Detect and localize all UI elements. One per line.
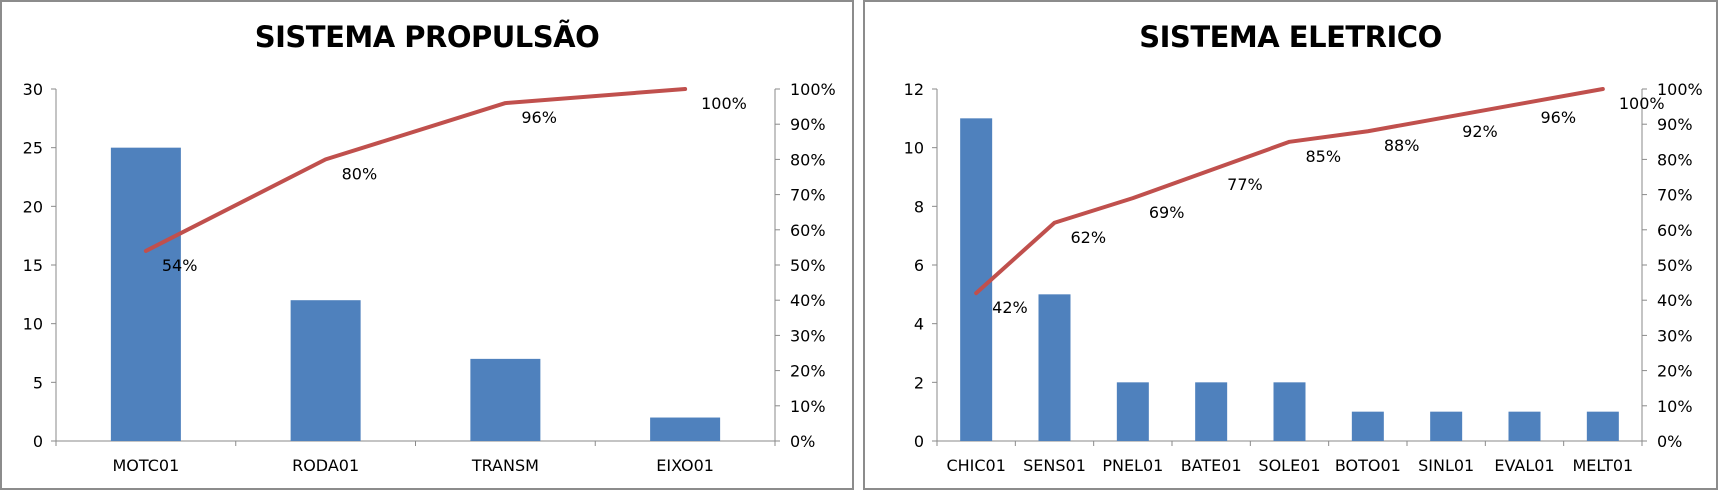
cumulative-data-label: 88%: [1384, 136, 1420, 155]
bar-sole01: [1273, 382, 1306, 441]
y2-tick-label: 100%: [1657, 80, 1703, 99]
bar-boto01: [1351, 411, 1384, 441]
cumulative-data-label: 42%: [992, 298, 1028, 317]
y2-tick-label: 100%: [790, 80, 836, 99]
bar-eixo01: [650, 417, 721, 441]
chart-plot-eletrico: 0 2 4 6 8 10 12 0% 10% 20% 30% 40% 50% 60% 70% 80% 90% 10…: [904, 80, 1703, 475]
y-tick-label: 30: [23, 80, 43, 99]
y-tick-label: 10: [23, 315, 43, 334]
y2-tick-label: 10%: [790, 397, 826, 416]
chart-plot-propulsao: 0 5 10 15 20 25 30 0% 10% 20% 30% 40% 50% 60% 70% 80% 90…: [23, 80, 836, 475]
y2-tick-label: 50%: [790, 256, 826, 275]
cumulative-data-label: 92%: [1462, 122, 1498, 141]
cumulative-data-label: 100%: [1619, 94, 1665, 113]
chart-panel-eletrico: SISTEMA ELETRICO 0 2 4 6 8 10 12 0% 10% 20% 30% 40%…: [863, 0, 1718, 490]
y2-tick-label: 60%: [790, 221, 826, 240]
x-tick-label: CHIC01: [946, 456, 1005, 475]
y-tick-label: 12: [904, 80, 924, 99]
y2-tick-label: 90%: [1657, 115, 1693, 134]
y-tick-label: 6: [914, 256, 924, 275]
x-tick-label: EVAL01: [1494, 456, 1554, 475]
cumulative-data-label: 69%: [1149, 203, 1185, 222]
bar-motc01: [110, 147, 181, 441]
cumulative-data-label: 80%: [342, 164, 378, 183]
cumulative-line: [143, 87, 688, 253]
y-tick-label: 2: [914, 373, 924, 392]
x-tick-label: SENS01: [1023, 456, 1086, 475]
chart-panel-propulsao: SISTEMA PROPULSÃO 0 5 10 15 20 25 30 0% 10% 20% 30…: [0, 0, 854, 490]
y-tick-label: 4: [914, 315, 924, 334]
x-tick-label: BOTO01: [1335, 456, 1401, 475]
bar-pnel01: [1116, 382, 1149, 441]
x-tick-label: PNEL01: [1102, 456, 1163, 475]
y2-tick-label: 20%: [790, 362, 826, 381]
y-tick-label: 20: [23, 197, 43, 216]
y-tick-label: 5: [33, 373, 43, 392]
y2-tick-label: 0%: [1657, 432, 1682, 451]
y2-tick-label: 30%: [790, 326, 826, 345]
y-tick-label: 10: [904, 139, 924, 158]
y2-tick-label: 30%: [1657, 326, 1693, 345]
cumulative-data-label: 54%: [162, 256, 198, 275]
cumulative-data-label: 85%: [1306, 147, 1342, 166]
x-tick-label: TRANSM: [471, 456, 539, 475]
y2-tick-label: 80%: [1657, 150, 1693, 169]
cumulative-data-label: 62%: [1071, 228, 1107, 247]
cumulative-data-label: 100%: [701, 94, 747, 113]
bar-transm: [470, 358, 541, 441]
y2-tick-label: 80%: [790, 150, 826, 169]
y2-tick-label: 0%: [790, 432, 815, 451]
y2-tick-label: 90%: [790, 115, 826, 134]
cumulative-line: [974, 87, 1605, 296]
bar-roda01: [290, 300, 361, 441]
x-tick-label: BATE01: [1181, 456, 1242, 475]
y2-tick-label: 50%: [1657, 256, 1693, 275]
y2-tick-label: 60%: [1657, 221, 1693, 240]
x-tick-label: MOTC01: [112, 456, 179, 475]
y2-tick-label: 20%: [1657, 362, 1693, 381]
x-tick-label: EIXO01: [656, 456, 714, 475]
x-tick-label: RODA01: [292, 456, 359, 475]
cumulative-data-label: 77%: [1227, 175, 1263, 194]
y2-tick-label: 70%: [1657, 186, 1693, 205]
x-tick-label: SOLE01: [1258, 456, 1320, 475]
bar-melt01: [1586, 411, 1619, 441]
cumulative-data-label: 96%: [1541, 108, 1577, 127]
y-tick-label: 25: [23, 139, 43, 158]
y-tick-label: 0: [33, 432, 43, 451]
chart-title: SISTEMA PROPULSÃO: [254, 20, 600, 54]
y2-tick-label: 40%: [790, 291, 826, 310]
x-tick-label: SINL01: [1418, 456, 1474, 475]
y-tick-label: 8: [914, 197, 924, 216]
x-tick-label: MELT01: [1572, 456, 1633, 475]
bar-chic01: [960, 118, 993, 441]
cumulative-data-label: 96%: [521, 108, 557, 127]
y-tick-label: 15: [23, 256, 43, 275]
y2-tick-label: 40%: [1657, 291, 1693, 310]
chart-title: SISTEMA ELETRICO: [1139, 20, 1442, 54]
y-tick-label: 0: [914, 432, 924, 451]
bar-eval01: [1508, 411, 1541, 441]
bar-sens01: [1038, 294, 1071, 441]
bar-sinl01: [1430, 411, 1463, 441]
y2-tick-label: 70%: [790, 186, 826, 205]
bar-bate01: [1195, 382, 1228, 441]
y2-tick-label: 10%: [1657, 397, 1693, 416]
